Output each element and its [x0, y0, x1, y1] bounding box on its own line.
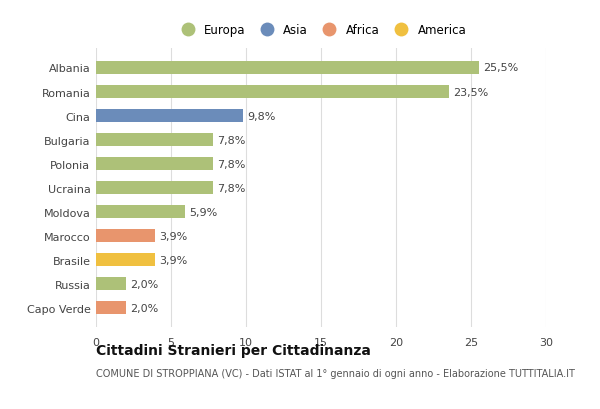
Text: 5,9%: 5,9%: [189, 207, 217, 217]
Bar: [96, 86, 449, 99]
Bar: [96, 62, 479, 75]
Bar: [96, 134, 213, 147]
Text: 7,8%: 7,8%: [218, 183, 246, 193]
Bar: [96, 110, 243, 123]
Text: COMUNE DI STROPPIANA (VC) - Dati ISTAT al 1° gennaio di ogni anno - Elaborazione: COMUNE DI STROPPIANA (VC) - Dati ISTAT a…: [96, 368, 575, 378]
Text: 23,5%: 23,5%: [453, 87, 488, 97]
Bar: [96, 254, 155, 267]
Bar: [96, 157, 213, 171]
Bar: [96, 205, 185, 219]
Text: 25,5%: 25,5%: [483, 63, 518, 73]
Bar: [96, 229, 155, 243]
Bar: [96, 277, 126, 290]
Bar: [96, 182, 213, 195]
Text: 9,8%: 9,8%: [248, 111, 276, 121]
Text: 7,8%: 7,8%: [218, 159, 246, 169]
Text: 3,9%: 3,9%: [159, 255, 187, 265]
Text: 2,0%: 2,0%: [131, 279, 159, 289]
Bar: [96, 301, 126, 315]
Text: Cittadini Stranieri per Cittadinanza: Cittadini Stranieri per Cittadinanza: [96, 344, 371, 357]
Text: 3,9%: 3,9%: [159, 231, 187, 241]
Text: 7,8%: 7,8%: [218, 135, 246, 145]
Text: 2,0%: 2,0%: [131, 303, 159, 313]
Legend: Europa, Asia, Africa, America: Europa, Asia, Africa, America: [173, 22, 469, 39]
